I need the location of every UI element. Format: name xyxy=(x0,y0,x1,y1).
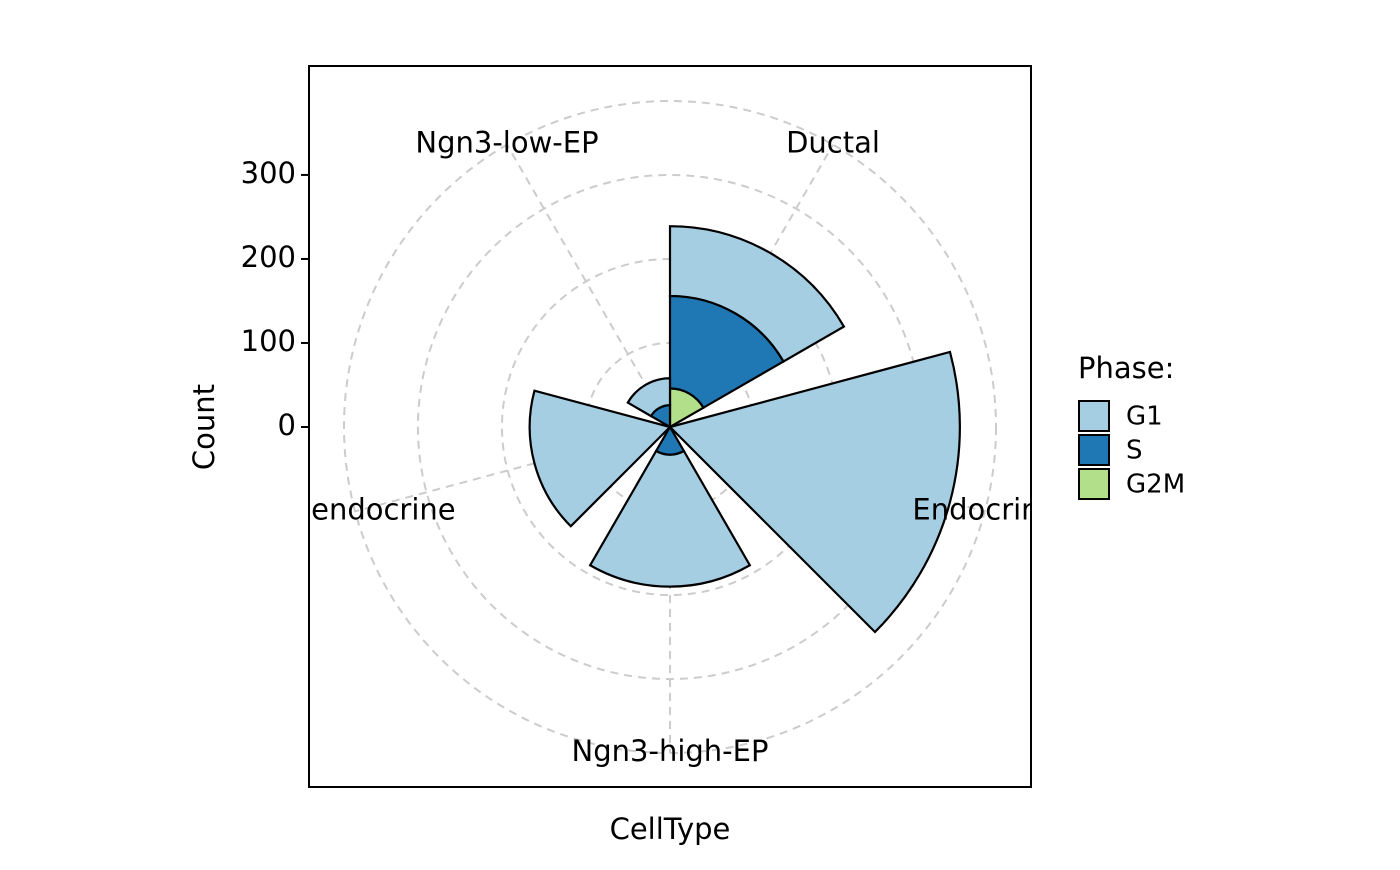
grid-spoke xyxy=(354,426,671,513)
bar-segment xyxy=(588,449,752,588)
legend-label: S xyxy=(1126,436,1143,466)
grid-spoke xyxy=(506,144,671,428)
category-label: Endocrine xyxy=(912,492,1057,526)
category-label: Ductal xyxy=(786,126,880,160)
y-tick-label: 200 xyxy=(241,240,296,274)
y-tick-label: 300 xyxy=(241,156,296,190)
legend-swatch xyxy=(1078,434,1110,466)
bar-segment xyxy=(528,389,673,528)
category-label: Ngn3-low-EP xyxy=(415,126,598,160)
legend-swatch xyxy=(1078,468,1110,500)
y-tick-label: 100 xyxy=(241,324,296,358)
y-tick-label: 0 xyxy=(278,408,296,442)
bar-segment xyxy=(668,225,846,363)
bar-segment xyxy=(667,350,961,634)
category-label: Pre-endocrine xyxy=(255,492,456,526)
legend-title: Phase: xyxy=(1078,351,1174,385)
plot-area: Ductal Endocrine Ngn3-high-EP Pre-endocrine… xyxy=(255,100,1057,768)
category-label: Ngn3-high-EP xyxy=(572,734,769,768)
legend-label: G1 xyxy=(1126,402,1163,432)
legend: G1 S G2M xyxy=(1078,400,1185,500)
grid-spoke xyxy=(669,144,834,428)
legend-swatch xyxy=(1078,400,1110,432)
legend-label: G2M xyxy=(1126,470,1185,500)
y-axis-title: Count xyxy=(187,384,221,470)
bar-segment xyxy=(626,377,672,418)
x-axis-title: CellType xyxy=(610,812,731,846)
